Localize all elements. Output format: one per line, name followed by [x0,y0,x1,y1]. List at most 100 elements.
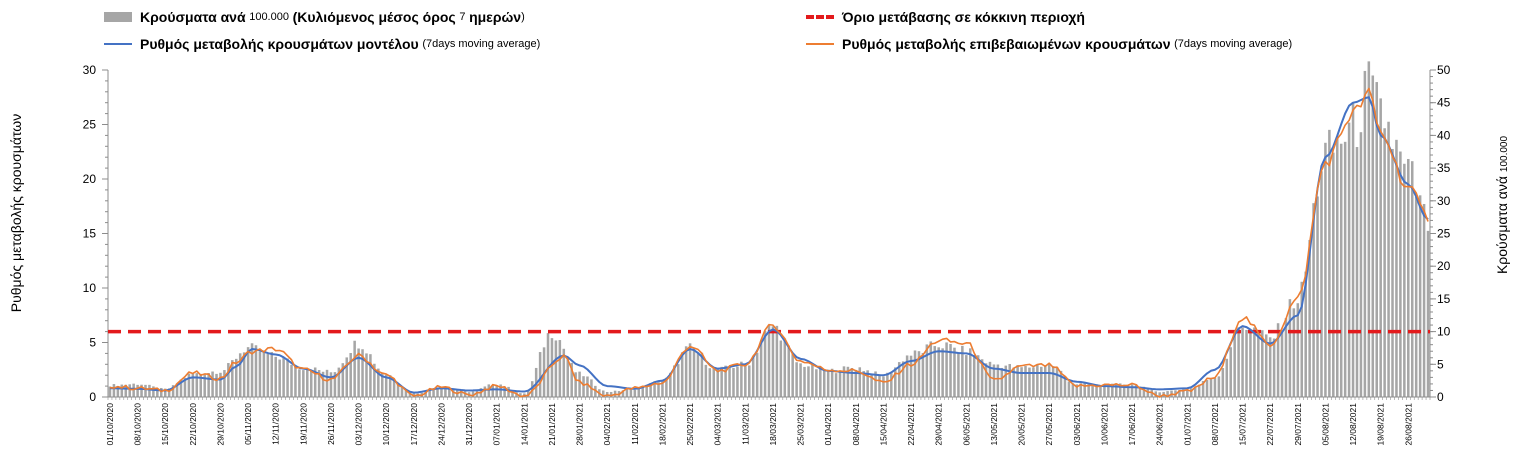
bar [381,373,384,397]
bar [1016,365,1019,397]
bar [1000,367,1004,397]
bar [949,344,952,397]
x-tick-label: 24/12/2020 [436,403,446,446]
bar [1280,330,1284,397]
bar [392,379,396,397]
bar [278,359,281,397]
bar [369,354,372,397]
bar [554,340,558,397]
bar [317,370,321,397]
bar [886,372,889,397]
bar [1087,384,1090,397]
bar [1229,347,1232,397]
bar [148,384,151,397]
bar [716,369,719,397]
y-right-tick-label: 20 [1437,259,1451,273]
x-tick-label: 25/03/2021 [796,403,806,446]
bar [1296,303,1300,397]
bar [1008,364,1011,397]
bar [160,387,163,397]
bar [274,356,277,397]
bar [1328,129,1331,397]
bar [696,352,700,397]
bar [937,347,940,397]
bar [878,374,881,397]
bar [1383,128,1386,397]
model-rate-line [109,96,1429,394]
x-tick-label: 03/06/2021 [1072,403,1082,446]
bar [1107,386,1110,397]
bar [1237,327,1240,397]
bar [965,355,968,397]
bar [736,366,739,397]
bar [874,371,877,397]
bar [1178,390,1181,397]
bar [1055,367,1059,397]
x-tick-label: 21/01/2021 [547,403,557,446]
bar [1249,329,1252,397]
x-tick-label: 03/12/2020 [354,403,364,446]
bar [862,371,865,397]
bar [1036,364,1039,397]
bar [254,345,258,397]
bar [136,384,139,397]
bar [1339,143,1343,397]
bar [223,370,226,397]
x-tick-label: 19/11/2020 [298,403,308,445]
bar [1363,70,1367,397]
y-left-tick-label: 20 [83,172,97,186]
bar [112,384,116,397]
bar [1257,332,1260,397]
bar [424,390,427,397]
bar [258,351,262,397]
bar [1079,383,1083,397]
bar [302,370,305,397]
x-tick-label: 19/08/2021 [1376,403,1386,446]
bar [1241,327,1244,397]
bar [1359,132,1363,397]
bar [562,348,566,397]
bar [227,363,230,397]
bar [1355,147,1359,397]
bar [1276,323,1280,397]
bar [483,386,487,397]
bar [179,379,183,397]
bar [1375,82,1378,398]
bar [763,330,767,397]
bar [286,358,289,397]
bar [167,388,171,397]
bar [1193,386,1197,397]
bar [459,390,463,397]
legend-item-bars: Κρούσματα ανά 100.000 (Κυλιόμενος μέσος … [104,9,525,25]
bar [1091,384,1094,397]
bar [1059,370,1063,397]
bar [957,352,960,397]
bar [629,388,633,397]
bar [921,352,925,397]
bar [992,364,996,397]
bar [1186,389,1189,397]
bar [996,364,1000,397]
bar [231,360,234,397]
bar [744,363,747,397]
x-tick-label: 15/10/2020 [160,403,170,446]
bar [270,352,274,397]
bar [491,385,495,397]
legend-confirmed-label: Ρυθμός μεταβολής επιβεβαιωμένων κρουσμάτ… [842,36,1171,52]
bar [266,353,270,397]
y-right-tick-label: 0 [1437,390,1444,404]
bar [234,358,238,397]
bar [432,389,435,397]
y-right-tick-label: 10 [1437,325,1451,339]
bar [882,376,885,397]
y-left-tick-label: 25 [83,118,97,132]
y-left-axis-title: Ρυθμός μεταβολής κρουσμάτων [8,113,24,313]
bar [246,347,250,397]
y-left-tick-label: 0 [89,390,96,404]
y-right-tick-label: 30 [1437,194,1451,208]
bar [799,363,802,397]
bar [550,338,554,397]
y-left-tick-label: 15 [83,227,97,241]
x-tick-label: 08/10/2020 [133,403,143,446]
bar [428,389,431,397]
